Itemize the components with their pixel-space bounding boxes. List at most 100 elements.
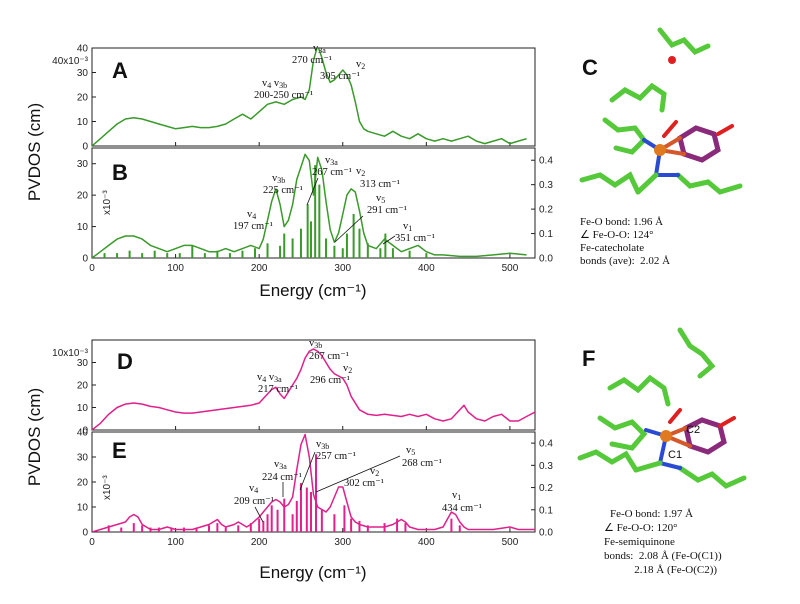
y-tick-label-e-20: 20: [77, 478, 89, 489]
ligand-chain-2-f: [577, 449, 639, 473]
fe-o-o-bond-f: [668, 408, 682, 424]
structure-c: C Fe-O bond: 1.96 Å ∠ Fe-O-O: 124° Fe-ca…: [560, 10, 790, 280]
y-tick-label-d-0: 0: [82, 426, 88, 437]
annotation-b-v3b-label: v3b: [272, 173, 285, 185]
y-tick-label-b-0: 0: [82, 254, 88, 265]
iron-atom-c: [654, 144, 666, 156]
x-tick-label-b-500: 500: [502, 263, 519, 274]
annotation-b-v2-value: 313 cm⁻¹: [360, 179, 400, 190]
annotation-e-v2-value: 302 cm⁻¹: [344, 478, 384, 489]
y-tick-label-b-10: 10: [77, 222, 89, 233]
annotation-e-v4-value: 209 cm⁻¹: [234, 496, 274, 507]
ligand-link-2-f: [633, 460, 663, 473]
series-line-d-0: [92, 348, 535, 430]
annotations-a: v4 v3b 200-250 cm⁻¹ v3a 270 cm⁻¹ v2 305 …: [254, 43, 365, 101]
annotation-e-v5-label: v5: [406, 445, 415, 457]
annotation-b-v3a-value: 267 cm⁻¹: [312, 167, 352, 178]
annotation-e-v3a-label: v3a: [274, 459, 287, 471]
structure-c-line-2: ∠ Fe-O-O: 124°: [580, 229, 654, 241]
leader-b-v1: [382, 235, 396, 245]
y-tick-label-d-30: 30: [77, 358, 89, 369]
y2-tick-label-b-0.3: 0.3: [539, 180, 553, 191]
ligand-ring-1-f: [597, 415, 648, 451]
y-tick-label-a-10: 10: [77, 117, 89, 128]
structure-c-line-4: bonds (ave): 2.02 Å: [580, 255, 671, 267]
nitro-group-c: [716, 124, 734, 136]
annotation-d-v3b-value: 267 cm⁻¹: [309, 351, 349, 362]
series-line-e-0: [92, 433, 535, 532]
y-tick-label-a-20: 20: [77, 93, 89, 104]
y2-tick-label-e-0.4: 0.4: [539, 439, 553, 450]
scale-label-d: 10x10⁻³: [52, 348, 89, 359]
iron-atom-f: [660, 430, 672, 442]
annotation-b-v3b-value: 225 cm⁻¹: [263, 185, 303, 196]
solvent-oxygen-c: [668, 56, 676, 64]
y-tick-label-a-0: 0: [82, 142, 88, 153]
ligand-ring-1-c: [602, 117, 648, 155]
annotation-b-v5-label: v5: [376, 193, 385, 205]
leader-e-v4: [254, 506, 264, 523]
panel-letter-e: E: [112, 438, 127, 463]
annotation-a-v2-value: 305 cm⁻¹: [320, 71, 360, 82]
leader-e-v5: [315, 455, 401, 493]
annotations-b: v4 197 cm⁻¹ v3b 225 cm⁻¹ v3a 267 cm⁻¹ v2…: [233, 155, 435, 245]
y-tick-label-e-0: 0: [82, 528, 88, 539]
structure-c-model: [579, 27, 743, 195]
structure-f-line-4: bonds: 2.08 Å (Fe-O(C1)): [604, 550, 722, 562]
ligand-chain-2-c: [579, 171, 641, 195]
x-tick-label-e-100: 100: [167, 537, 184, 548]
y2-tick-label-b-0.2: 0.2: [539, 205, 553, 216]
scale-label-b: x10⁻³: [102, 190, 113, 215]
nitro-group-f: [718, 416, 736, 428]
y-tick-label-d-20: 20: [77, 381, 89, 392]
ligand-chain-3-c: [675, 172, 743, 195]
y-tick-label-a-40: 40: [77, 44, 89, 55]
structure-f: F C2 C1 Fe-O bond: 1.97 Å ∠ Fe-O-O: 120°…: [560, 318, 790, 598]
annotations-d: v4 v3a 217 cm⁻¹ v3b 267 cm⁻¹ v2 296 cm⁻¹: [257, 338, 352, 395]
ligand-link-f: [658, 461, 682, 470]
y2-tick-label-e-0: 0.0: [539, 528, 553, 539]
panel-b-frame: [91, 147, 536, 259]
x-tick-label-b-200: 200: [251, 263, 268, 274]
annotation-a-v4-v3b-value: 200-250 cm⁻¹: [254, 90, 313, 101]
structure-f-line-5: 2.18 Å (Fe-O(C2)): [604, 564, 718, 576]
annotation-b-v4-label: v4: [247, 209, 256, 221]
annotation-b-v2-label: v2: [356, 166, 365, 178]
panel-e-frame: [91, 431, 536, 533]
annotation-b-v1-label: v1: [403, 221, 412, 233]
structure-f-line-1: Fe-O bond: 1.97 Å: [610, 508, 694, 520]
ligand-chain-1-c: [609, 82, 667, 113]
annotation-e-v2-label: v2: [370, 466, 379, 478]
annotation-d-v4-v3a-value: 217 cm⁻¹: [258, 384, 298, 395]
annotation-e-v3a-value: 224 cm⁻¹: [262, 472, 302, 483]
structure-f-line-3: Fe-semiquinone: [604, 536, 675, 548]
panel-letter-a: A: [112, 58, 128, 83]
panel-letter-b: B: [112, 160, 128, 185]
leader-e-v3b: [299, 451, 316, 491]
x-tick-label-e-500: 500: [502, 537, 519, 548]
ligand-link-2-c: [635, 172, 659, 195]
y-axis-title-bottom: PVDOS (cm): [25, 388, 44, 486]
fe-o-o-bond-c: [662, 120, 678, 138]
x-tick-label-e-400: 400: [418, 537, 435, 548]
annotation-e-v5-value: 268 cm⁻¹: [402, 458, 442, 469]
annotation-e-v4-label: v4: [249, 483, 258, 495]
y-tick-label-d-10: 10: [77, 403, 89, 414]
x-tick-label-b-0: 0: [89, 263, 95, 274]
y2-tick-label-b-0.4: 0.4: [539, 156, 553, 167]
scale-label-e: x10⁻³: [102, 475, 113, 500]
ligand-chain-1-f: [607, 374, 671, 407]
ligand-chain-3-f: [677, 465, 747, 489]
structure-letter-c: C: [582, 55, 598, 80]
catecholate-ring-c: [677, 125, 721, 163]
annotation-d-v3b-label: v3b: [309, 338, 322, 350]
y-axis-title-top: PVDOS (cm): [25, 103, 44, 201]
annotation-d-v4-v3a-label: v4 v3a: [257, 372, 282, 384]
structure-letter-f: F: [582, 346, 596, 371]
annotation-a-v3a-label: v3a: [313, 43, 326, 55]
panel-a-plot: 0 10 20 30 40: [77, 44, 527, 153]
x-axis-title-top: Energy (cm⁻¹): [259, 281, 366, 300]
panel-d-plot: 0 10 20 30: [77, 348, 535, 437]
